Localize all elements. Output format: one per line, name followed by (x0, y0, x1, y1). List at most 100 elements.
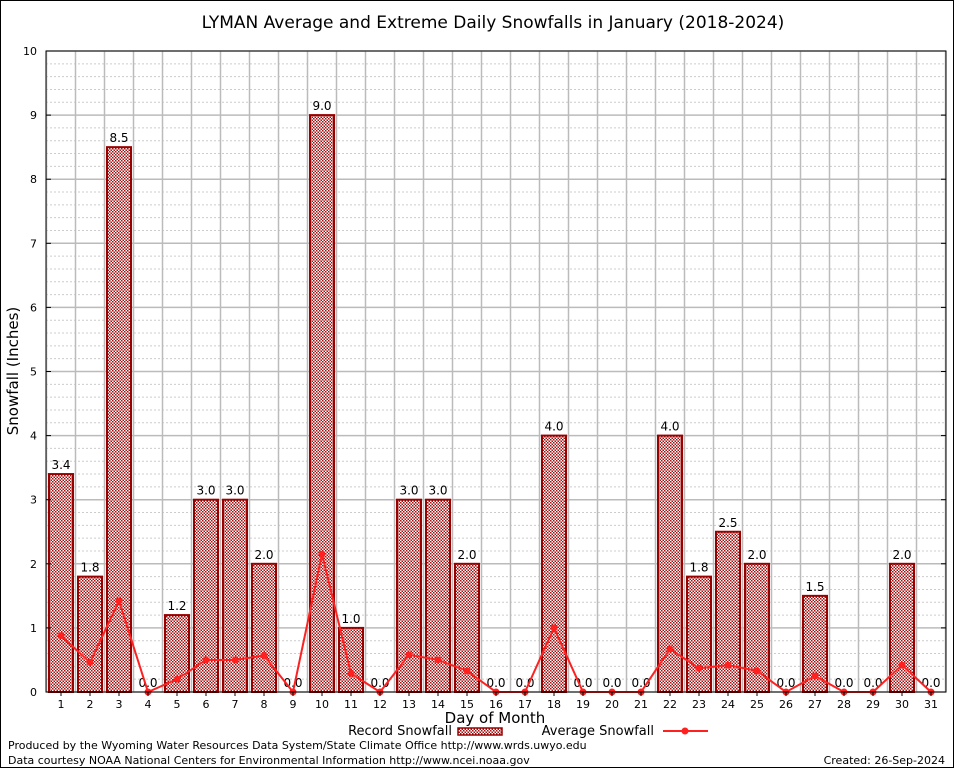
x-tick-label: 2 (87, 698, 94, 711)
bar-label: 4.0 (660, 420, 679, 434)
bar-label: 1.2 (167, 599, 186, 613)
average-point-day-25 (753, 667, 761, 675)
bar-record-day-18 (541, 434, 567, 693)
bar-record-day-30 (889, 562, 915, 693)
bar-record-day-3 (106, 146, 132, 693)
x-tick-label: 29 (866, 698, 880, 711)
bar-label: 2.0 (892, 548, 911, 562)
average-point-day-10 (318, 550, 326, 558)
y-tick-label: 9 (30, 109, 37, 122)
y-axis-label: Snowfall (Inches) (4, 307, 22, 435)
x-tick-label: 30 (895, 698, 909, 711)
x-tick-label: 9 (290, 698, 297, 711)
bar-record-day-10 (309, 114, 335, 694)
average-point-day-15 (463, 667, 471, 675)
bar-label: 3.0 (196, 484, 215, 498)
bar-label: 0.0 (138, 676, 157, 690)
x-tick-label: 5 (174, 698, 181, 711)
bar-label: 0.0 (834, 676, 853, 690)
y-tick-label: 5 (30, 366, 37, 379)
average-point-day-7 (231, 656, 239, 664)
average-point-day-18 (550, 624, 558, 632)
bar-label: 1.0 (341, 612, 360, 626)
bar-label: 3.4 (51, 458, 70, 472)
average-point-day-2 (86, 659, 94, 667)
x-tick-label: 25 (750, 698, 764, 711)
average-point-day-13 (405, 651, 413, 659)
bar-label: 8.5 (109, 131, 128, 145)
bar-label: 0.0 (602, 676, 621, 690)
x-tick-label: 19 (576, 698, 590, 711)
x-tick-label: 11 (344, 698, 358, 711)
chart-title: LYMAN Average and Extreme Daily Snowfall… (202, 13, 785, 33)
x-axis-label: Day of Month (445, 709, 546, 727)
x-tick-label: 13 (402, 698, 416, 711)
x-tick-label: 24 (721, 698, 735, 711)
bar-label: 4.0 (544, 420, 563, 434)
bar-record-day-1 (48, 473, 74, 693)
average-point-day-1 (57, 632, 65, 640)
average-point-day-3 (115, 597, 123, 605)
legend-average-label: Average Snowfall (542, 724, 654, 739)
legend-record-swatch (457, 727, 503, 736)
x-tick-label: 12 (373, 698, 387, 711)
bar-label: 1.5 (805, 580, 824, 594)
bar-label: 0.0 (776, 676, 795, 690)
x-tick-label: 7 (232, 698, 239, 711)
legend-average-marker (681, 727, 689, 735)
average-point-day-5 (173, 675, 181, 683)
bar-label: 3.0 (399, 484, 418, 498)
bar-record-day-13 (396, 498, 422, 694)
average-point-day-14 (434, 656, 442, 664)
x-tick-label: 22 (663, 698, 677, 711)
x-tick-label: 28 (837, 698, 851, 711)
x-tick-label: 26 (779, 698, 793, 711)
average-point-day-11 (347, 669, 355, 677)
average-point-day-6 (202, 656, 210, 664)
bar-label: 3.0 (428, 484, 447, 498)
bar-label: 2.0 (747, 548, 766, 562)
bar-label: 9.0 (312, 99, 331, 113)
bar-record-day-8 (251, 562, 277, 693)
footer-produced-by: Produced by the Wyoming Water Resources … (8, 739, 587, 752)
bar-label: 2.0 (457, 548, 476, 562)
bar-label: 0.0 (486, 676, 505, 690)
x-tick-label: 8 (261, 698, 268, 711)
bar-record-day-23 (686, 575, 712, 693)
y-tick-label: 2 (30, 558, 37, 571)
bar-label: 2.0 (254, 548, 273, 562)
x-tick-label: 27 (808, 698, 822, 711)
x-tick-label: 16 (489, 698, 503, 711)
bar-label: 0.0 (863, 676, 882, 690)
y-tick-label: 10 (23, 45, 37, 58)
y-tick-label: 4 (30, 430, 37, 443)
bar-label: 3.0 (225, 484, 244, 498)
bar-label: 1.8 (80, 561, 99, 575)
x-tick-label: 17 (518, 698, 532, 711)
x-tick-label: 4 (145, 698, 152, 711)
bar-record-day-2 (77, 575, 103, 693)
footer-data-courtesy: Data courtesy NOAA National Centers for … (8, 754, 530, 767)
bar-label: 2.5 (718, 516, 737, 530)
bar-label: 0.0 (921, 676, 940, 690)
y-tick-label: 8 (30, 173, 37, 186)
average-point-day-27 (811, 672, 819, 680)
x-tick-label: 31 (924, 698, 938, 711)
footer-created: Created: 26-Sep-2024 (823, 754, 945, 767)
legend-record-label: Record Snowfall (348, 724, 452, 739)
bar-label: 1.8 (689, 561, 708, 575)
x-tick-label: 21 (634, 698, 648, 711)
y-tick-label: 3 (30, 494, 37, 507)
x-tick-label: 10 (315, 698, 329, 711)
y-tick-label: 0 (30, 686, 37, 699)
x-tick-label: 20 (605, 698, 619, 711)
x-tick-label: 23 (692, 698, 706, 711)
y-tick-label: 7 (30, 237, 37, 250)
average-point-day-8 (260, 651, 268, 659)
average-point-day-30 (898, 661, 906, 669)
y-tick-label: 6 (30, 301, 37, 314)
x-tick-label: 3 (116, 698, 123, 711)
y-tick-label: 1 (30, 622, 37, 635)
